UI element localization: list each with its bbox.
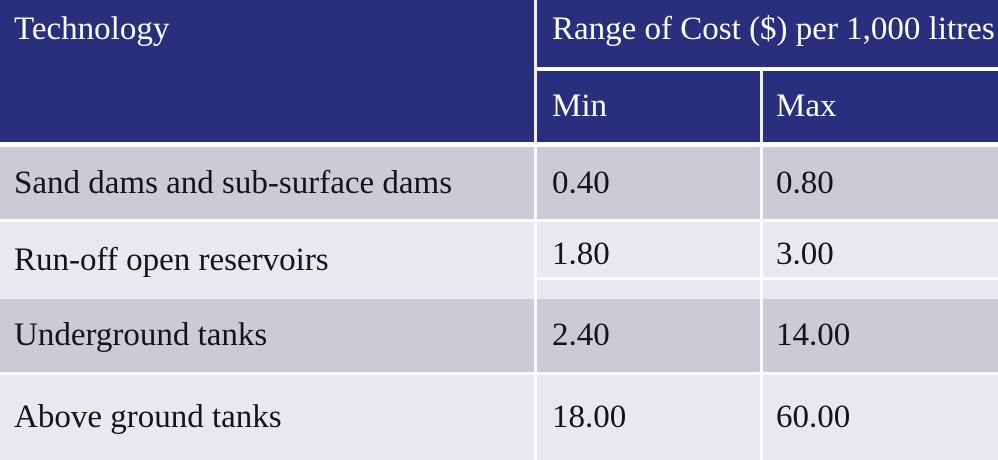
row-cell-technology: Above ground tanks [14, 399, 282, 435]
row-split-values: 1.80 3.00 [534, 222, 998, 299]
row-cell-technology: Underground tanks [14, 317, 268, 353]
table-row: Run-off open reservoirs 1.80 3.00 [0, 222, 998, 299]
row-cell-max-value: 0.80 [760, 147, 998, 219]
row-divider-line [0, 372, 998, 375]
table-row: Underground tanks 2.40 14.00 [0, 299, 998, 372]
row-cell-technology: Run-off open reservoirs [14, 242, 329, 278]
table-row: Above ground tanks 18.00 60.00 [0, 375, 998, 460]
empty-cell [537, 280, 760, 299]
row-divider-line [0, 142, 998, 147]
empty-spacer-cells [537, 280, 998, 299]
header-cell-cost-range: Range of Cost ($) per 1,000 litres [537, 0, 998, 67]
row-divider-line [537, 277, 998, 280]
header-cost-range-group: Range of Cost ($) per 1,000 litres Min M… [534, 0, 998, 142]
subheader-min: Min [552, 88, 608, 124]
empty-cell [760, 280, 998, 299]
header-divider-line [537, 67, 998, 71]
cost-range-header-label: Range of Cost ($) per 1,000 litres [552, 11, 995, 47]
row-values: 1.80 3.00 [537, 222, 998, 277]
row-cell-min-value: 18.00 [534, 375, 760, 460]
row-cell-min-value: 2.40 [534, 299, 760, 372]
subheader-row: Min Max [537, 71, 998, 142]
table-header-row: Technology Range of Cost ($) per 1,000 l… [0, 0, 998, 142]
row-cell-max-value: 3.00 [760, 222, 998, 277]
subheader-max: Max [760, 71, 998, 142]
row-cell-min-value: 0.40 [534, 147, 760, 219]
technology-header-label: Technology [14, 11, 170, 47]
table-row: Sand dams and sub-surface dams 0.40 0.80 [0, 147, 998, 219]
row-cell-max-value: 60.00 [760, 375, 998, 460]
row-divider-line [0, 219, 998, 222]
row-cell-max-value: 14.00 [760, 299, 998, 372]
header-cell-technology: Technology [0, 0, 534, 142]
row-cell-technology: Sand dams and sub-surface dams [14, 164, 453, 201]
row-cell-min-value: 1.80 [552, 236, 610, 272]
